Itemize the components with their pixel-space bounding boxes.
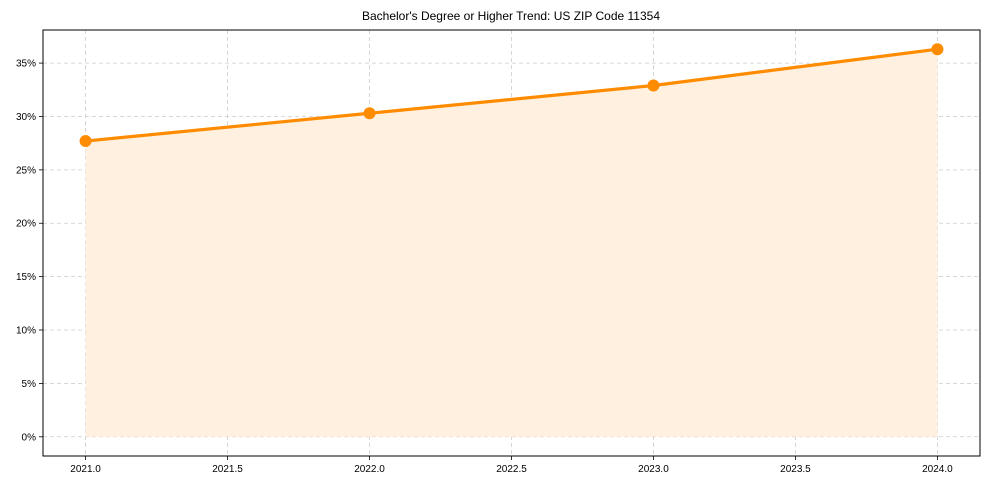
y-tick-label: 10% (16, 326, 36, 337)
x-tick-label: 2021.5 (212, 464, 243, 475)
y-tick-label: 25% (16, 165, 36, 176)
chart-title: Bachelor's Degree or Higher Trend: US ZI… (362, 9, 660, 23)
area-fill (85, 49, 938, 437)
y-tick-label: 30% (16, 112, 36, 123)
y-tick-label: 0% (22, 432, 37, 443)
x-axis-ticks: 2021.0 2021.5 2022.0 2022.5 2023.0 2023.5 2024… (70, 456, 953, 475)
y-tick-label: 35% (16, 59, 36, 70)
data-line (83, 47, 940, 143)
data-point-marker (363, 107, 376, 120)
y-tick-label: 5% (22, 379, 37, 390)
y-tick-label: 15% (16, 272, 36, 283)
area-fill-shape (85, 49, 938, 437)
data-point-marker (647, 79, 660, 92)
data-point-marker (931, 43, 944, 56)
x-tick-label: 2023.5 (780, 464, 811, 475)
x-tick-label: 2021.0 (70, 464, 101, 475)
data-points (79, 43, 944, 148)
y-tick-label: 20% (16, 219, 36, 230)
x-tick-label: 2022.0 (354, 464, 385, 475)
x-tick-label: 2022.5 (496, 464, 527, 475)
x-tick-label: 2024.0 (922, 464, 953, 475)
trend-line (83, 47, 940, 143)
x-tick-label: 2023.0 (638, 464, 669, 475)
y-axis-ticks: 0% 5% 10% 15% 20% 25% 30% 35% (16, 59, 43, 443)
data-point-marker (79, 135, 92, 148)
